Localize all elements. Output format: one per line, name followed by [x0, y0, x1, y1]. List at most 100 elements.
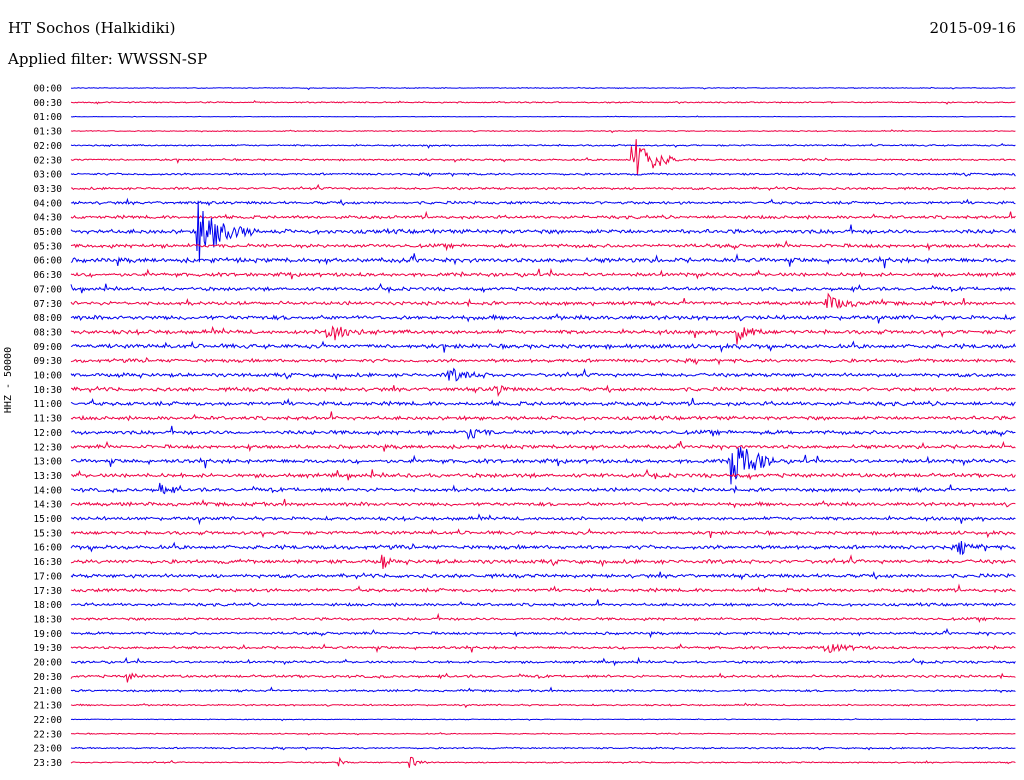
- trace-0800: [70, 313, 1016, 324]
- time-label-1800: 18:00: [33, 600, 62, 611]
- time-label-1630: 16:30: [33, 557, 62, 568]
- time-label-1130: 11:30: [33, 414, 62, 425]
- trace-0930: [70, 357, 1016, 366]
- time-label-0830: 08:30: [33, 327, 62, 338]
- time-label-0630: 06:30: [33, 270, 62, 281]
- trace-0330: [71, 183, 1016, 191]
- time-label-1400: 14:00: [33, 485, 62, 496]
- trace-2300: [70, 746, 1016, 751]
- trace-1730: [70, 583, 1016, 594]
- trace-2130: [70, 702, 1016, 709]
- time-label-0600: 06:00: [33, 256, 62, 267]
- trace-1400: [71, 482, 1016, 495]
- trace-1200: [70, 425, 1016, 440]
- trace-1030: [70, 384, 1016, 397]
- trace-2200: [70, 718, 1016, 722]
- trace-2000: [70, 656, 1016, 667]
- time-label-1530: 15:30: [33, 528, 62, 539]
- time-label-2130: 21:30: [33, 701, 62, 712]
- filter-label: Applied filter: WWSSN-SP: [8, 50, 208, 68]
- time-label-1500: 15:00: [33, 514, 62, 525]
- time-label-1930: 19:30: [33, 643, 62, 654]
- time-label-0000: 00:00: [33, 84, 62, 95]
- trace-1830: [70, 612, 1016, 623]
- time-label-2100: 21:00: [33, 686, 62, 697]
- trace-1430: [70, 498, 1016, 509]
- time-label-0330: 03:30: [33, 184, 62, 195]
- trace-1330: [71, 468, 1016, 481]
- time-label-1200: 12:00: [33, 428, 62, 439]
- trace-1700: [70, 570, 1016, 581]
- time-label-1300: 13:00: [33, 457, 62, 468]
- time-label-1330: 13:30: [33, 471, 62, 482]
- trace-0830: [70, 325, 1016, 345]
- time-label-0400: 04:00: [33, 198, 62, 209]
- trace-1930: [70, 643, 1016, 654]
- trace-1300: [70, 446, 1016, 485]
- trace-0730: [70, 292, 1016, 310]
- trace-1230: [70, 440, 1016, 453]
- trace-1100: [70, 397, 1016, 407]
- trace-1630: [70, 554, 1016, 570]
- time-label-0530: 05:30: [33, 241, 62, 252]
- trace-0400: [70, 197, 1016, 207]
- time-label-1600: 16:00: [33, 543, 62, 554]
- time-label-1030: 10:30: [33, 385, 62, 396]
- date-label: 2015-09-16: [929, 19, 1016, 37]
- time-label-2030: 20:30: [33, 672, 62, 683]
- trace-0630: [70, 267, 1016, 280]
- time-label-0130: 01:30: [33, 127, 62, 138]
- time-label-0930: 09:30: [33, 356, 62, 367]
- time-label-0100: 01:00: [33, 112, 62, 123]
- time-label-2330: 23:30: [33, 758, 62, 769]
- time-label-2200: 22:00: [33, 715, 62, 726]
- trace-1500: [70, 513, 1016, 526]
- trace-0600: [70, 253, 1016, 269]
- trace-0200: [70, 143, 1016, 149]
- time-label-1900: 19:00: [33, 629, 62, 640]
- trace-0530: [70, 240, 1016, 252]
- trace-2100: [70, 686, 1016, 694]
- time-label-0030: 00:30: [33, 98, 62, 109]
- trace-1600: [70, 541, 1016, 556]
- time-label-2000: 20:00: [33, 658, 62, 669]
- time-label-1000: 10:00: [33, 371, 62, 382]
- time-label-1230: 12:30: [33, 442, 62, 453]
- trace-2330: [70, 756, 1016, 768]
- time-label-0200: 02:00: [33, 141, 62, 152]
- time-label-0800: 08:00: [33, 313, 62, 324]
- time-label-0300: 03:00: [33, 170, 62, 181]
- time-label-0700: 07:00: [33, 284, 62, 295]
- trace-0900: [70, 340, 1016, 353]
- time-label-1430: 14:30: [33, 500, 62, 511]
- trace-1130: [70, 411, 1016, 422]
- trace-0700: [70, 282, 1016, 294]
- trace-0100: [70, 115, 1016, 118]
- trace-1900: [70, 627, 1016, 639]
- time-label-0900: 09:00: [33, 342, 62, 353]
- trace-0430: [70, 210, 1016, 221]
- time-label-0430: 04:30: [33, 213, 62, 224]
- trace-0000: [70, 86, 1016, 91]
- trace-0230: [70, 139, 1016, 176]
- time-label-1730: 17:30: [33, 586, 62, 597]
- time-label-1700: 17:00: [33, 571, 62, 582]
- time-label-0730: 07:30: [33, 299, 62, 310]
- trace-2030: [70, 672, 1016, 683]
- trace-1000: [70, 367, 1016, 382]
- time-label-0230: 02:30: [33, 155, 62, 166]
- time-label-1830: 18:30: [33, 614, 62, 625]
- time-label-1100: 11:00: [33, 399, 62, 410]
- trace-0300: [70, 172, 1016, 178]
- time-label-2300: 23:00: [33, 744, 62, 755]
- trace-0130: [70, 129, 1016, 134]
- trace-0500: [70, 200, 1016, 263]
- trace-0030: [70, 99, 1016, 105]
- time-label-0500: 05:00: [33, 227, 62, 238]
- trace-2230: [70, 732, 1016, 736]
- time-label-2230: 22:30: [33, 729, 62, 740]
- station-title: HT Sochos (Halkidiki): [8, 19, 176, 37]
- trace-1800: [70, 599, 1016, 608]
- trace-1530: [70, 527, 1016, 539]
